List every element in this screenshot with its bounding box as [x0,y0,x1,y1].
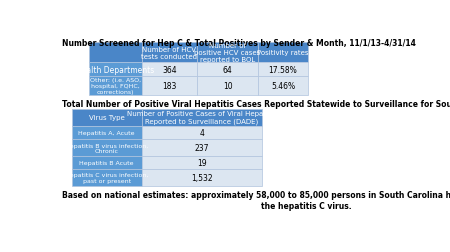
Bar [141,126,261,140]
Bar [141,157,261,169]
Bar [141,140,261,157]
Text: Hepatitis B Acute: Hepatitis B Acute [79,161,134,165]
Text: 19: 19 [197,159,207,167]
Bar [197,77,258,96]
Text: Based on national estimates: approximately 58,000 to 85,000 persons in South Car: Based on national estimates: approximate… [63,191,450,210]
Bar [72,140,141,157]
Bar [89,77,141,96]
Text: 183: 183 [162,82,176,91]
Bar [258,43,308,63]
Text: 5.46%: 5.46% [271,82,295,91]
Bar [141,43,197,63]
Bar [141,63,197,77]
Text: Number of
positive HCV cases
reported to BOL: Number of positive HCV cases reported to… [194,43,261,63]
Text: Hepatitis A, Acute: Hepatitis A, Acute [78,131,135,136]
Bar [197,43,258,63]
Text: Number of Positive Cases of Viral Hepatitis
Reported to Surveillance (DADE): Number of Positive Cases of Viral Hepati… [127,111,276,124]
Text: Number Screened for Hep C & Total Positives by Sender & Month, 11/1/13-4/31/14: Number Screened for Hep C & Total Positi… [63,39,416,48]
Text: 364: 364 [162,66,177,75]
Bar [141,169,261,186]
Bar [72,109,141,126]
Text: Positivity rates: Positivity rates [257,50,309,56]
Bar [72,169,141,186]
Bar [89,63,141,77]
Text: 4: 4 [199,129,204,138]
Bar [141,109,261,126]
Bar [258,63,308,77]
Text: Hepatitis B virus infection,
Chronic: Hepatitis B virus infection, Chronic [65,143,148,154]
Bar [72,157,141,169]
Text: Virus Type: Virus Type [89,115,125,121]
Bar [258,77,308,96]
Bar [197,63,258,77]
Text: 1,532: 1,532 [191,173,212,182]
Text: 10: 10 [223,82,232,91]
Text: Hepatitis C virus infection,
past or present: Hepatitis C virus infection, past or pre… [65,172,148,183]
Text: 17.58%: 17.58% [269,66,297,75]
Text: Health Departments: Health Departments [76,66,154,75]
Bar [72,126,141,140]
Text: Other: (i.e. ASO,
hospital, FQHC,
corrections): Other: (i.e. ASO, hospital, FQHC, correc… [90,78,141,94]
Text: 64: 64 [223,66,232,75]
Text: Number of HCV
tests conducted: Number of HCV tests conducted [141,47,198,60]
Text: Total Number of Positive Viral Hepatitis Cases Reported Statewide to Surveillanc: Total Number of Positive Viral Hepatitis… [63,99,450,108]
Bar [89,43,141,63]
Bar [141,77,197,96]
Text: 237: 237 [194,144,209,153]
